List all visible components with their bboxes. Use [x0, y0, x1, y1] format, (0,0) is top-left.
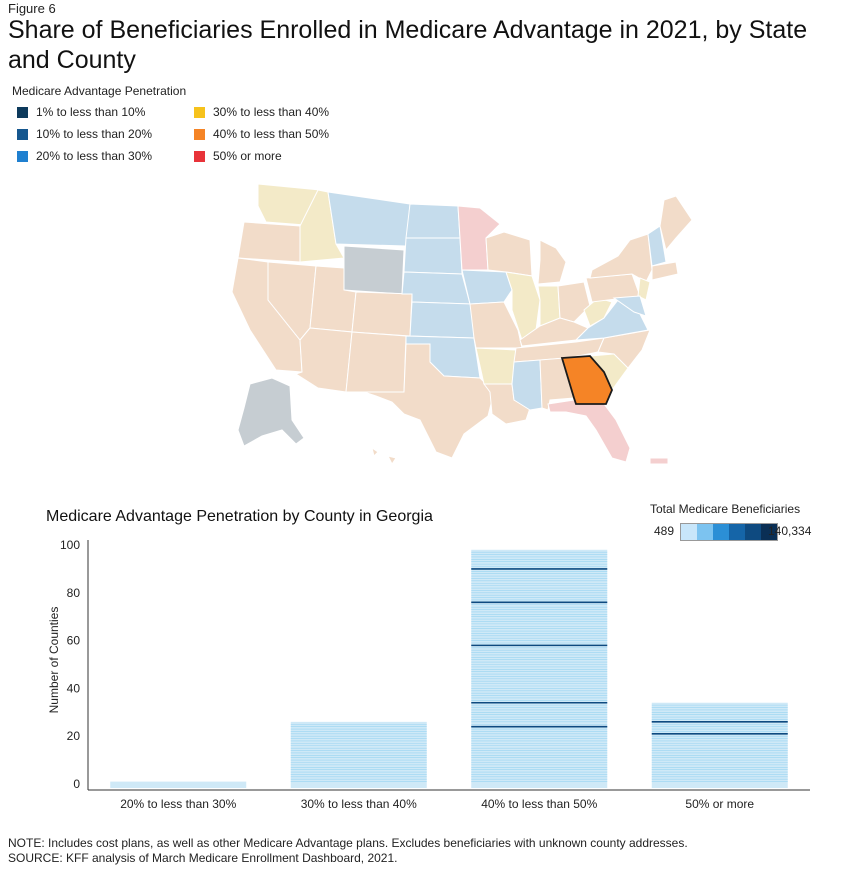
- footnote: NOTE: Includes cost plans, as well as ot…: [8, 836, 688, 866]
- legend-item-30-40: 30% to less than 40%: [194, 105, 329, 119]
- state-maryland[interactable]: [612, 295, 647, 317]
- y-tick-label: 0: [73, 777, 80, 791]
- chart-title-main: Share of Beneficiaries Enrolled in Medic…: [8, 16, 808, 74]
- state-colorado[interactable]: [351, 291, 413, 337]
- bar-chart-title: Medicare Advantage Penetration by County…: [46, 508, 433, 525]
- legend-swatch: [194, 128, 205, 140]
- state-maine[interactable]: [659, 195, 693, 252]
- state-arizona[interactable]: [294, 327, 353, 393]
- y-axis-label: Number of Counties: [47, 607, 61, 714]
- state-ohio[interactable]: [557, 281, 591, 323]
- legend-label: 40% to less than 50%: [213, 127, 330, 141]
- state-north-dakota[interactable]: [405, 203, 461, 239]
- legend-item-50-plus: 50% or more: [194, 149, 282, 163]
- note-text: NOTE: Includes cost plans, as well as ot…: [8, 836, 688, 850]
- county-bar-chart: Number of Counties 0 20 40 60 80 100 20% to le…: [47, 538, 810, 811]
- state-kansas[interactable]: [409, 301, 475, 339]
- state-hawaii[interactable]: [371, 446, 397, 465]
- legend-item-10-20: 10% to less than 20%: [17, 127, 152, 141]
- state-new-england-south[interactable]: [651, 261, 679, 281]
- map-legend-title: Medicare Advantage Penetration: [12, 84, 187, 98]
- state-new-mexico[interactable]: [345, 331, 407, 393]
- state-arkansas[interactable]: [475, 347, 517, 385]
- y-tick-label: 80: [67, 586, 81, 600]
- state-oregon[interactable]: [237, 221, 301, 263]
- legend-label: 20% to less than 30%: [36, 149, 153, 163]
- bar: [290, 721, 427, 788]
- y-tick-label: 60: [67, 634, 81, 648]
- legend-swatch: [17, 106, 28, 118]
- bar: [651, 702, 788, 788]
- ramp-swatch: [697, 524, 713, 540]
- state-michigan[interactable]: [537, 239, 567, 285]
- state-south-dakota[interactable]: [403, 237, 463, 275]
- ramp-swatch: [681, 524, 697, 540]
- state-texas[interactable]: [363, 343, 495, 459]
- x-tick-label: 50% or more: [685, 797, 754, 811]
- x-tick-label: 20% to less than 30%: [120, 797, 236, 811]
- state-washington[interactable]: [257, 183, 321, 227]
- state-nebraska[interactable]: [401, 271, 471, 305]
- source-text: SOURCE: KFF analysis of March Medicare E…: [8, 851, 398, 865]
- state-new-york[interactable]: [589, 233, 653, 283]
- legend-label: 10% to less than 20%: [36, 127, 153, 141]
- legend-swatch: [17, 150, 28, 162]
- plot-area: 0 20 40 60 80 100 20% to less than 30% 30% to l…: [60, 538, 810, 811]
- y-tick-label: 20: [67, 729, 81, 743]
- state-new-jersey[interactable]: [637, 277, 651, 301]
- legend-label: 50% or more: [213, 149, 282, 163]
- figure-label: Figure 6: [8, 1, 56, 16]
- state-wyoming[interactable]: [343, 245, 405, 295]
- ramp-swatch: [713, 524, 729, 540]
- x-tick-label: 40% to less than 50%: [481, 797, 597, 811]
- y-tick-label: 100: [60, 538, 80, 552]
- state-wisconsin[interactable]: [485, 231, 533, 277]
- ramp-swatch: [729, 524, 745, 540]
- x-tick-label: 30% to less than 40%: [301, 797, 417, 811]
- legend-label: 30% to less than 40%: [213, 105, 330, 119]
- y-tick-label: 40: [67, 681, 81, 695]
- legend-swatch: [194, 106, 205, 118]
- bar: [110, 781, 247, 788]
- ramp-title: Total Medicare Beneficiaries: [650, 502, 801, 516]
- legend-label: 1% to less than 10%: [36, 105, 146, 119]
- ramp-max-label: 140,334: [768, 524, 812, 538]
- state-iowa[interactable]: [461, 269, 513, 305]
- legend-swatch: [17, 128, 28, 140]
- state-montana[interactable]: [327, 191, 411, 247]
- ramp-swatch: [761, 524, 777, 540]
- legend-item-40-50: 40% to less than 50%: [194, 127, 329, 141]
- state-new-england-west[interactable]: [647, 225, 667, 267]
- legend-swatch: [194, 150, 205, 162]
- ramp-swatch: [745, 524, 761, 540]
- us-state-map: [231, 183, 693, 465]
- territory-puerto-rico[interactable]: [649, 457, 669, 465]
- legend-item-1-10: 1% to less than 10%: [17, 105, 145, 119]
- state-alaska[interactable]: [237, 377, 305, 447]
- legend-item-20-30: 20% to less than 30%: [17, 149, 152, 163]
- state-kentucky[interactable]: [519, 317, 589, 347]
- state-georgia[interactable]: [560, 355, 613, 405]
- ramp-min-label: 489: [654, 524, 675, 538]
- state-florida[interactable]: [547, 399, 631, 463]
- beneficiaries-color-ramp: [680, 523, 778, 541]
